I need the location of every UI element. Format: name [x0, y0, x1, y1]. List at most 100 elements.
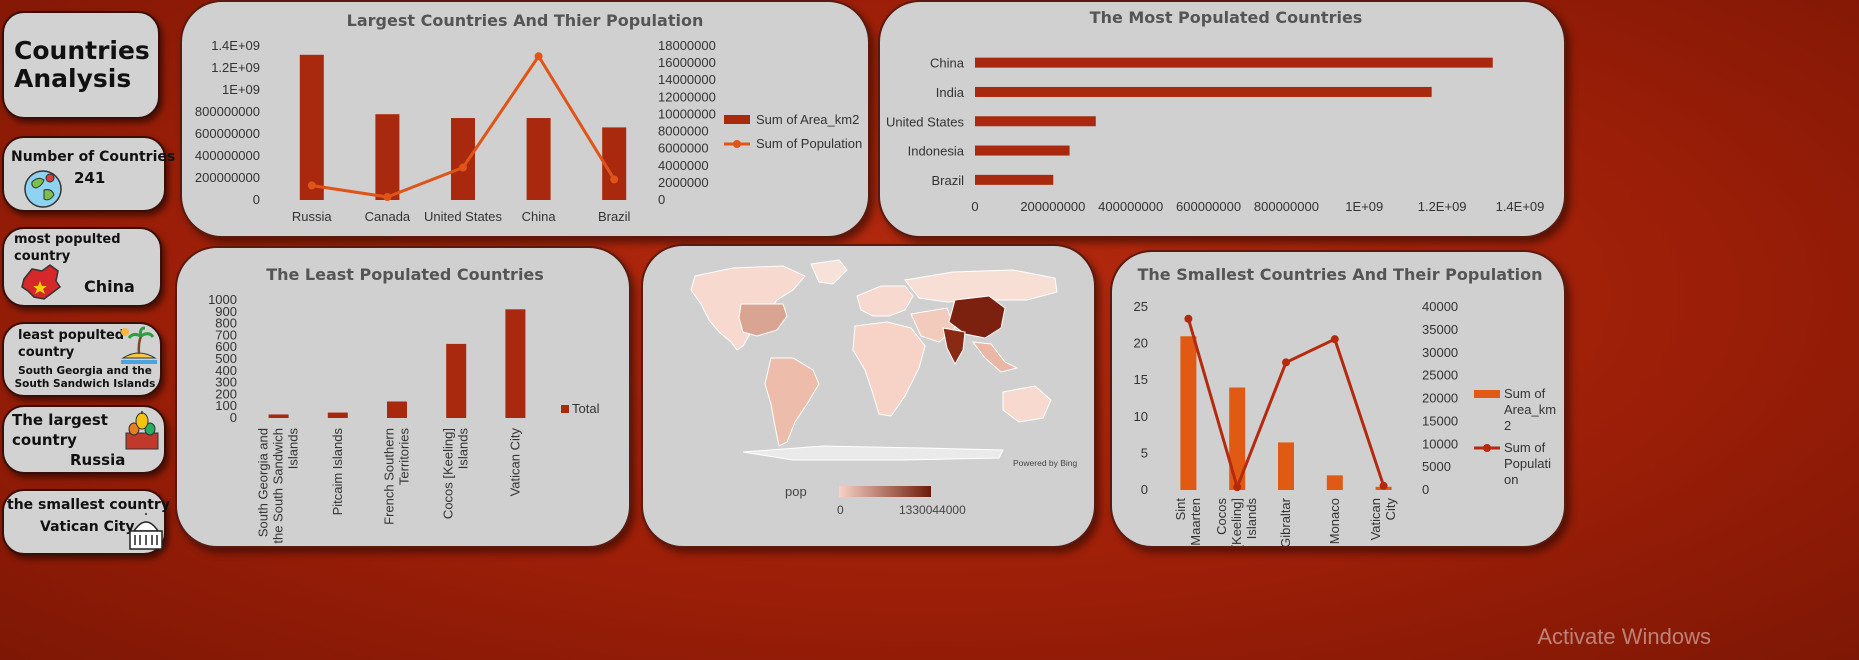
smallest-country-card: the smallest country Vatican City	[2, 489, 170, 555]
map-usa	[738, 303, 788, 337]
least-populated-card-chart: The Least Populated Countries 0 100 200 300 4…	[175, 246, 631, 548]
category-label: Brazil	[598, 209, 631, 224]
right-tick: 2000000	[658, 175, 709, 190]
population-point	[1282, 358, 1290, 367]
legend-bar-swatch	[1474, 390, 1500, 398]
y-tick: 600	[215, 339, 237, 354]
category-label: South Georgia andthe South SandwichIslan…	[256, 428, 301, 544]
area-bar	[1229, 387, 1246, 490]
largest-countries-card: Largest Countries And Thier Population 0 2…	[180, 0, 870, 238]
population-point	[1330, 335, 1339, 344]
left-tick: 600000000	[195, 126, 260, 141]
population-point	[534, 52, 543, 61]
legend-population: Sum of Populati on	[1504, 440, 1551, 487]
area-bar	[451, 118, 475, 200]
most-populated-card: most populted country China	[2, 227, 162, 307]
left-tick: 200000000	[195, 170, 260, 185]
population-bar	[975, 174, 1054, 185]
left-tick: 20	[1134, 336, 1148, 351]
chart-title: The Smallest Countries And Their Populat…	[1137, 265, 1542, 284]
right-tick: 10000000	[658, 106, 716, 121]
legend-population: Sum of Population	[756, 136, 862, 151]
category-label: India	[936, 85, 965, 100]
x-tick: 1.2E+09	[1418, 199, 1467, 214]
category-label: Cocos[Keeling]Islands	[1214, 498, 1259, 546]
total-bar	[387, 401, 407, 418]
total-bar	[327, 412, 348, 418]
category-label: China	[930, 56, 965, 71]
legend-bar-swatch	[724, 115, 750, 124]
y-tick: 1000	[208, 292, 237, 307]
china-map-icon	[21, 264, 62, 300]
map-australia	[1002, 385, 1052, 423]
area-bar	[1326, 475, 1343, 490]
smallest-value: Vatican City	[40, 519, 135, 535]
legend-swatch	[561, 405, 569, 413]
category-label: Monaco	[1327, 498, 1342, 544]
left-tick: 400000000	[195, 148, 260, 163]
map-china	[948, 295, 1006, 339]
country-count-card: Number of Countries 241	[2, 136, 175, 212]
smallest-countries-chart: The Smallest Countries And Their Populat…	[1134, 265, 1557, 546]
x-tick: 200000000	[1020, 199, 1085, 214]
x-tick: 600000000	[1176, 199, 1241, 214]
category-label: Gibraltar	[1278, 497, 1293, 546]
category-label: Cocos [Keeling]Islands	[441, 428, 471, 520]
population-point	[1379, 481, 1388, 490]
right-tick: 12000000	[658, 89, 716, 104]
left-tick: 10	[1134, 409, 1148, 424]
kremlin-icon	[125, 411, 159, 450]
right-tick: 6000000	[658, 141, 709, 156]
category-label: VaticanCity	[1368, 498, 1398, 541]
largest-value: Russia	[70, 451, 126, 469]
area-bar	[299, 54, 324, 200]
y-tick: 800	[215, 316, 237, 331]
right-tick: 16000000	[658, 55, 716, 70]
map-legend-min: 0	[837, 503, 844, 517]
y-tick: 400	[215, 363, 237, 378]
y-tick: 200	[215, 386, 237, 401]
title-card: Countries Analysis	[2, 11, 160, 119]
most-populated-chart: The Most Populated Countries 0 200000000 40…	[886, 8, 1544, 214]
chart-title: Largest Countries And Thier Population	[347, 11, 704, 30]
category-label: Indonesia	[908, 144, 965, 159]
y-tick: 500	[215, 351, 237, 366]
island-icon	[121, 326, 157, 364]
area-bar	[1180, 336, 1197, 490]
left-tick: 1.4E+09	[211, 38, 260, 53]
left-tick: 0	[1141, 482, 1148, 497]
least-value: South Georgia and the South Sandwich Isl…	[14, 365, 156, 390]
least-label: least populted country	[18, 328, 125, 360]
legend-line-marker	[733, 140, 741, 148]
map-legend-max: 1330044000	[899, 503, 966, 517]
category-label: China	[522, 209, 557, 224]
smallest-label: the smallest country	[7, 497, 170, 513]
total-bar	[446, 343, 467, 418]
largest-label: The largest country	[12, 411, 108, 449]
category-label: Brazil	[931, 173, 964, 188]
least-populated-chart: The Least Populated Countries 01002003004…	[208, 265, 599, 544]
x-tick: 1E+09	[1345, 199, 1383, 214]
right-tick: 14000000	[658, 72, 716, 87]
largest-country-card: The largest country Russia	[2, 405, 166, 474]
right-tick: 25000	[1422, 368, 1458, 383]
left-tick: 1.2E+09	[211, 60, 260, 75]
x-tick: 0	[971, 199, 978, 214]
y-tick: 900	[215, 304, 237, 319]
category-label: SintMaarten	[1173, 498, 1203, 546]
population-bar	[975, 145, 1070, 156]
population-point	[1233, 483, 1242, 492]
y-tick: 100	[215, 398, 237, 413]
least-populated-card: least populted country South Georgia and…	[2, 322, 162, 397]
count-label: Number of Countries	[11, 149, 176, 165]
population-point	[610, 175, 619, 184]
map-india	[942, 327, 966, 366]
left-tick: 15	[1134, 372, 1148, 387]
right-tick: 0	[1422, 482, 1429, 497]
most-populated-card-chart: The Most Populated Countries 0 200000000 40…	[878, 0, 1566, 238]
population-point	[1184, 314, 1193, 323]
right-tick: 35000	[1422, 322, 1458, 337]
left-tick: 5	[1141, 445, 1148, 460]
category-label: United States	[886, 114, 965, 129]
area-bar	[526, 118, 551, 200]
